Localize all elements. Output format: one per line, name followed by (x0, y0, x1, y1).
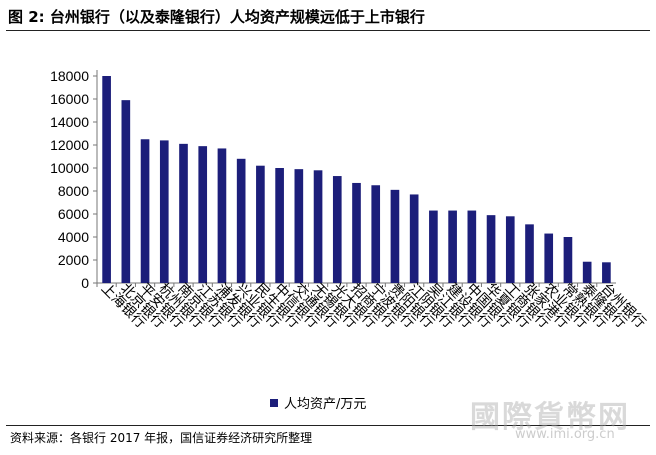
bar (448, 210, 457, 283)
bar (275, 168, 284, 283)
watermark-url: www.imi.org.cn (515, 427, 615, 442)
bar (352, 182, 361, 283)
bar (602, 262, 611, 283)
bar (256, 165, 265, 283)
y-tick-label: 2000 (58, 252, 89, 268)
bar (525, 224, 534, 283)
y-tick-label: 12000 (50, 137, 89, 153)
bar (409, 194, 419, 283)
watermark-logo: 國際貨幣网 (470, 400, 630, 435)
source-note: 资料来源：各银行 2017 年报，国信证券经济研究所整理 (10, 431, 313, 445)
bar (198, 146, 208, 283)
bar (121, 100, 131, 284)
bar (505, 216, 515, 283)
figure-title: 图 2: 台州银行（以及泰隆银行）人均资产规模远低于上市银行 (8, 8, 425, 26)
legend: 人均资产/万元 (270, 393, 366, 412)
bar (140, 139, 150, 283)
bar (217, 148, 227, 283)
footer-divider (6, 425, 650, 426)
title-divider (6, 30, 650, 31)
y-tick-label: 14000 (50, 114, 89, 130)
bar (371, 185, 381, 283)
bar (294, 169, 304, 283)
bar (544, 233, 554, 283)
y-tick-label: 8000 (58, 183, 89, 199)
y-tick-label: 18000 (50, 68, 89, 84)
bar (563, 237, 573, 283)
y-tick-label: 6000 (58, 206, 89, 222)
legend-label: 人均资产/万元 (284, 397, 367, 412)
bar (582, 261, 592, 283)
bar (159, 140, 169, 283)
y-tick-label: 16000 (50, 91, 89, 107)
y-tick-label: 0 (81, 275, 89, 291)
legend-swatch (270, 398, 278, 407)
bar (429, 210, 438, 283)
bar (332, 176, 342, 283)
bar (236, 158, 246, 283)
bar (486, 215, 496, 283)
y-tick-label: 4000 (58, 229, 89, 245)
bar (390, 189, 400, 283)
bar (313, 170, 323, 283)
x-axis-labels: 上海银行北京银行平安银行杭州银行南京银行江苏银行浦发银行兴业银行民生银行中信银行… (98, 280, 649, 332)
bar (179, 143, 188, 283)
bars (96, 76, 611, 287)
y-tick-label: 10000 (50, 160, 89, 176)
bar (102, 76, 111, 283)
y-axis: 0 2000 4000 6000 8000 10000 12000 14000 16000 180… (50, 68, 616, 291)
bar (467, 210, 477, 283)
